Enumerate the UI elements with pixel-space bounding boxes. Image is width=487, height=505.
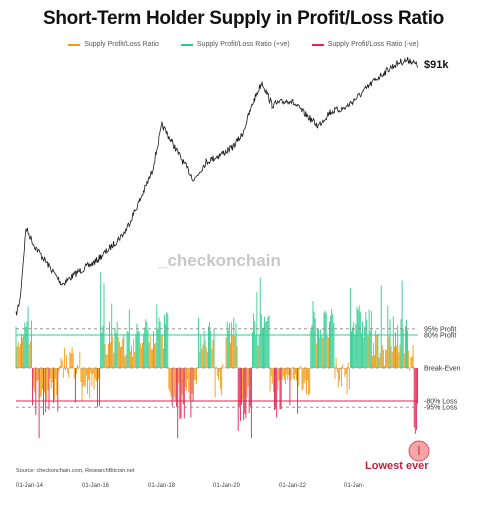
- source-note: Source: checkonchain.com, ResearchBitcoi…: [16, 468, 135, 474]
- price-label: $91k: [424, 59, 449, 71]
- legend-entry: Supply Profit/Loss Ratio (-ve): [311, 41, 419, 48]
- x-tick-label: 01-Jan-22: [279, 483, 307, 489]
- legend-swatch: [311, 43, 324, 46]
- x-tick-label: 01-Jan-16: [82, 483, 110, 489]
- reference-line-label: -95% Loss: [424, 405, 458, 412]
- reference-line-label: 95% Profit: [424, 326, 456, 333]
- watermark: _checkonchain: [157, 251, 281, 270]
- annotation-lowest: Lowest ever: [365, 460, 429, 472]
- price-line: [15, 57, 419, 316]
- legend-swatch: [68, 43, 81, 46]
- price-series-layer: [15, 57, 419, 316]
- legend-swatch: [180, 43, 193, 46]
- x-tick-label: 01-Jan-18: [148, 483, 176, 489]
- x-tick-label: 01-Jan-20: [213, 483, 241, 489]
- ratio-series-layer: [15, 272, 418, 439]
- x-tick-label: 01-Jan-14: [16, 483, 44, 489]
- reference-line-label: 80% Profit: [424, 333, 456, 340]
- legend: Supply Profit/Loss Ratio Supply Profit/L…: [0, 41, 487, 48]
- reference-line-label: -80% Loss: [424, 399, 458, 406]
- x-tick-label: 01-Jan-: [344, 483, 364, 489]
- legend-entry: Supply Profit/Loss Ratio (+ve): [180, 41, 290, 48]
- legend-label: Supply Profit/Loss Ratio (+ve): [196, 41, 290, 48]
- chart-title: Short-Term Holder Supply in Profit/Loss …: [42, 8, 444, 29]
- reference-line-label: Break-Even: [424, 366, 461, 373]
- x-axis-ticks: 01-Jan-14 01-Jan-16 01-Jan-18 01-Jan-20 01-J…: [16, 483, 364, 489]
- legend-label: Supply Profit/Loss Ratio: [84, 41, 159, 48]
- legend-label: Supply Profit/Loss Ratio (-ve): [327, 41, 419, 48]
- legend-entry: Supply Profit/Loss Ratio: [68, 41, 159, 48]
